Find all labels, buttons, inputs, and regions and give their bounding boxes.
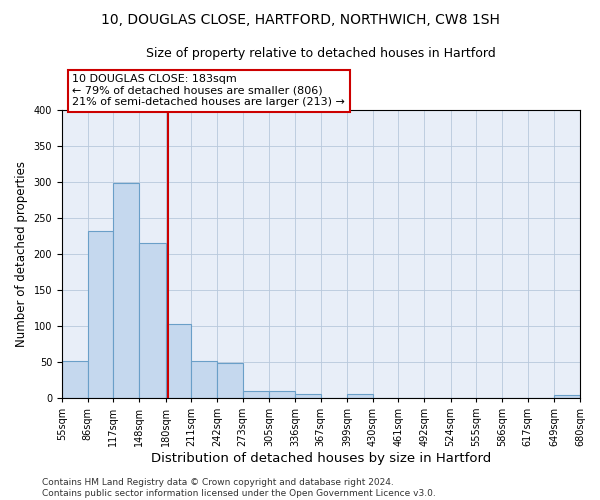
Bar bbox=[347, 394, 373, 398]
X-axis label: Distribution of detached houses by size in Hartford: Distribution of detached houses by size … bbox=[151, 452, 491, 465]
Bar bbox=[166, 324, 191, 398]
Bar bbox=[139, 244, 166, 398]
Y-axis label: Number of detached properties: Number of detached properties bbox=[15, 161, 28, 347]
Text: 10, DOUGLAS CLOSE, HARTFORD, NORTHWICH, CW8 1SH: 10, DOUGLAS CLOSE, HARTFORD, NORTHWICH, … bbox=[101, 12, 499, 26]
Bar bbox=[62, 360, 88, 398]
Bar bbox=[88, 231, 113, 398]
Text: Contains HM Land Registry data © Crown copyright and database right 2024.
Contai: Contains HM Land Registry data © Crown c… bbox=[42, 478, 436, 498]
Bar bbox=[295, 394, 320, 398]
Bar bbox=[191, 360, 217, 398]
Title: Size of property relative to detached houses in Hartford: Size of property relative to detached ho… bbox=[146, 48, 496, 60]
Bar bbox=[242, 392, 269, 398]
Text: 10 DOUGLAS CLOSE: 183sqm
← 79% of detached houses are smaller (806)
21% of semi-: 10 DOUGLAS CLOSE: 183sqm ← 79% of detach… bbox=[72, 74, 345, 108]
Bar bbox=[113, 183, 139, 398]
Bar bbox=[217, 362, 242, 398]
Bar bbox=[554, 395, 580, 398]
Bar bbox=[269, 392, 295, 398]
